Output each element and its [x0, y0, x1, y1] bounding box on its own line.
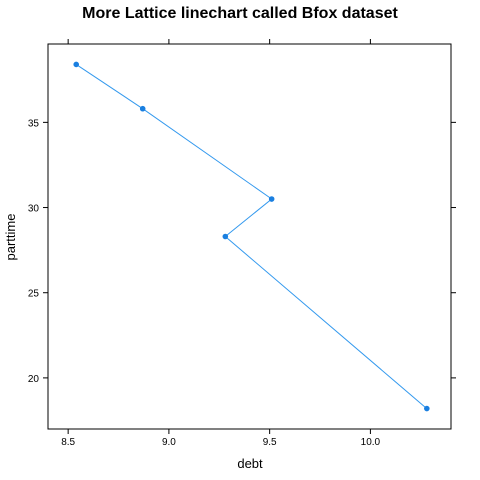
data-point: [269, 197, 274, 202]
data-point: [140, 106, 145, 111]
plot-frame: [48, 44, 451, 429]
y-axis-label: parttime: [3, 214, 18, 261]
y-tick-label: 35: [28, 118, 40, 129]
x-tick-label: 9.5: [263, 437, 277, 448]
data-point: [74, 62, 79, 67]
y-tick-label: 30: [28, 204, 40, 215]
chart-title: More Lattice linechart called Bfox datas…: [82, 5, 398, 22]
points: [74, 62, 429, 411]
y-tick-label: 25: [28, 289, 40, 300]
data-point: [425, 406, 430, 411]
x-tick-label: 8.5: [61, 437, 75, 448]
tick-labels: 8.5 9.0 9.5 10.0 20 25 30 35: [28, 118, 381, 448]
x-tick-label: 9.0: [162, 437, 176, 448]
x-tick-label: 10.0: [361, 437, 381, 448]
series-line: [76, 64, 427, 408]
data-point: [223, 234, 228, 239]
x-axis-label: debt: [237, 456, 263, 471]
ticks: [43, 39, 456, 434]
y-tick-label: 20: [28, 374, 40, 385]
